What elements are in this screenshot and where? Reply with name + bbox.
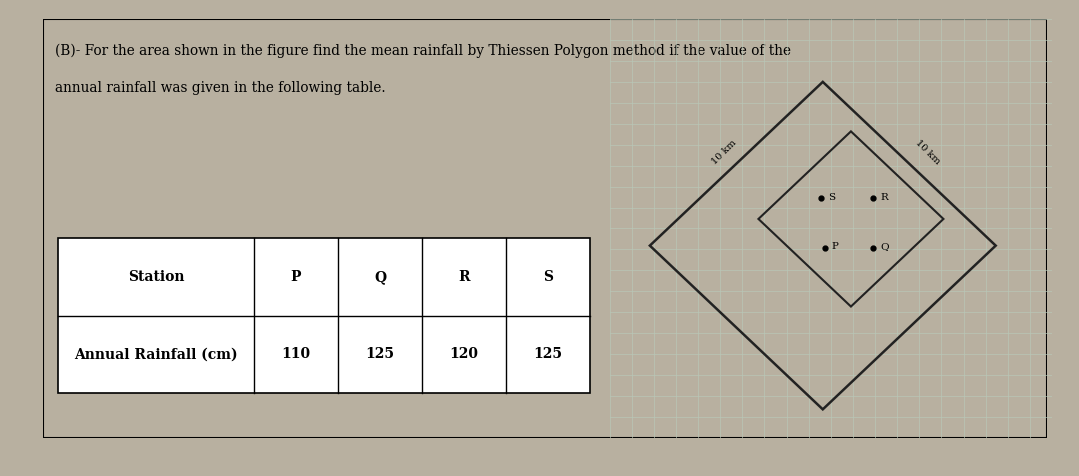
- Text: 120: 120: [450, 347, 478, 361]
- Text: Station: Station: [127, 270, 185, 284]
- Text: 125: 125: [533, 347, 562, 361]
- Text: 10 km: 10 km: [913, 138, 941, 167]
- Text: Q: Q: [880, 242, 889, 251]
- Bar: [58, 238, 590, 393]
- Text: Annual Rainfall (cm): Annual Rainfall (cm): [74, 347, 237, 361]
- Text: S: S: [828, 193, 835, 201]
- Text: 10 km: 10 km: [710, 138, 738, 167]
- Text: (B)- For the area shown in the figure find the mean rainfall by Thiessen Polygon: (B)- For the area shown in the figure fi…: [55, 44, 791, 59]
- Text: annual rainfall was given in the following table.: annual rainfall was given in the followi…: [55, 81, 386, 95]
- Text: 110: 110: [282, 347, 311, 361]
- Text: P: P: [290, 270, 301, 284]
- Text: Q: Q: [374, 270, 386, 284]
- Text: R: R: [880, 193, 888, 201]
- Text: 125: 125: [366, 347, 395, 361]
- Text: P: P: [832, 242, 838, 251]
- Text: R: R: [459, 270, 469, 284]
- Text: S: S: [543, 270, 554, 284]
